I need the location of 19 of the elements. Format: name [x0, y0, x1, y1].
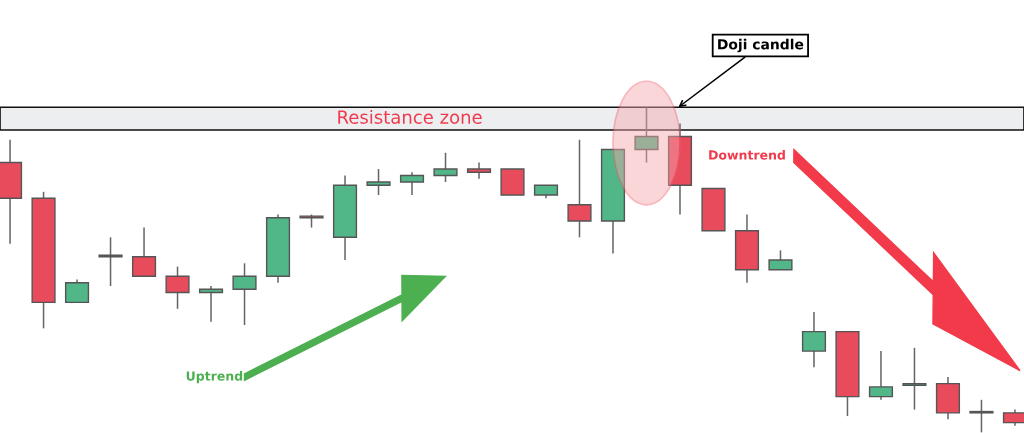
candlestick — [366, 168, 391, 196]
band-label: Resistance zone — [338, 109, 482, 124]
candlestick — [969, 399, 994, 433]
candlestick — [131, 226, 157, 278]
candlestick — [567, 139, 592, 239]
candlestick — [165, 265, 190, 310]
text: Doji candle — [718, 38, 804, 53]
annotation: Downtrend — [709, 149, 785, 160]
candlestick — [768, 249, 793, 271]
candlestick — [433, 152, 458, 183]
candlestick — [868, 350, 894, 401]
candlestick — [634, 106, 659, 164]
annotation: Uptrend — [186, 371, 243, 384]
candlestick — [902, 347, 927, 411]
candlestick — [98, 236, 123, 287]
candlestick — [64, 278, 90, 304]
candlestick — [399, 171, 425, 196]
candlestick — [801, 311, 827, 369]
candlestick — [232, 262, 257, 326]
